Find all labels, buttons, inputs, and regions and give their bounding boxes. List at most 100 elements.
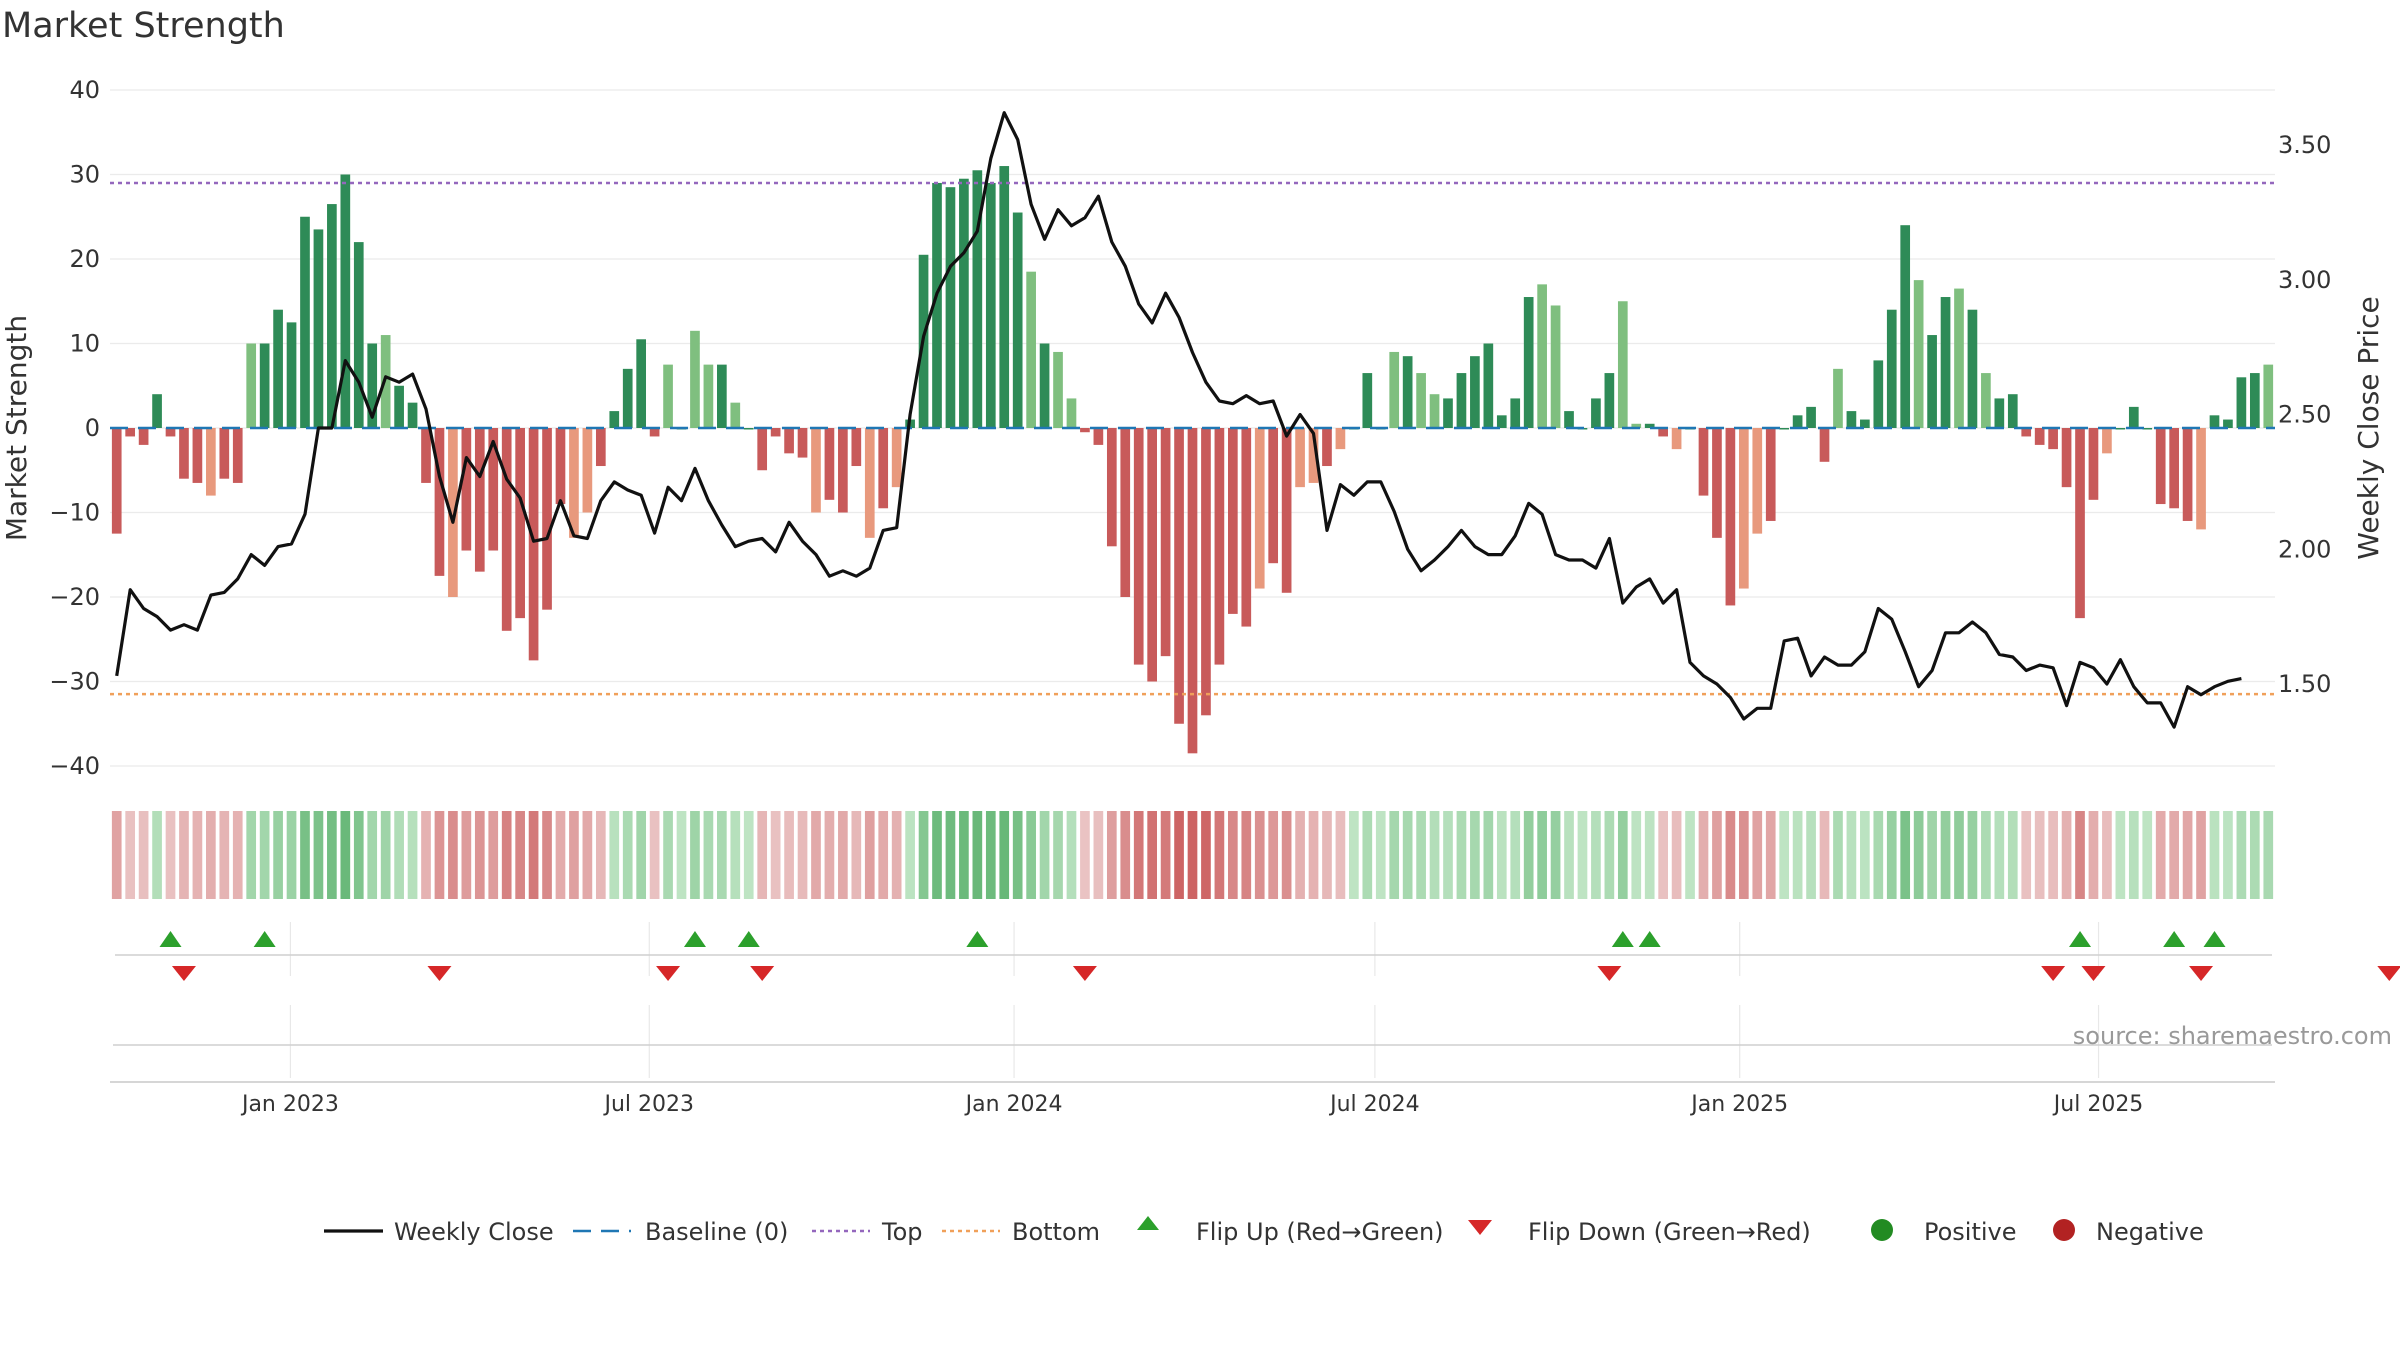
strength-bar [1268,428,1279,564]
left-tick-label: 0 [85,414,100,442]
strength-heat-cell [595,811,606,899]
strength-heat-cell [1375,811,1386,899]
strength-bar [1738,428,1749,589]
strength-bar [730,402,741,428]
strength-heat-cell [2007,811,2018,899]
strength-bar [1147,428,1157,682]
strength-heat-cell [1322,811,1332,899]
right-tick-label: 3.50 [2278,131,2331,159]
strength-heat-cell [905,811,915,899]
strength-bar [851,428,862,467]
legend-label: Bottom [1012,1218,1100,1246]
strength-bar [582,428,593,513]
strength-bar [2223,419,2233,428]
strength-heat-cell [972,811,983,899]
strength-heat-cell [1913,811,1924,899]
date-tick-label: Jul 2023 [603,1092,695,1117]
strength-bar [2021,428,2032,437]
strength-heat-cell [1712,811,1722,899]
strength-heat-cell [1160,811,1171,899]
strength-heat-cell [1900,811,1911,899]
legend-label: Flip Up (Red→Green) [1196,1218,1444,1246]
strength-heat-cell [918,811,929,899]
flip-down-marker [750,966,775,981]
strength-bar [797,428,808,458]
strength-heat-cell [2034,811,2045,899]
strength-heat-cell [1617,811,1628,899]
strength-bar [259,343,270,428]
strength-heat-cell [1147,811,1157,899]
strength-heat-cell [824,811,835,899]
strength-heat-cell [1792,811,1803,899]
strength-heat-cell [1550,811,1561,899]
strength-bar [891,428,902,488]
strength-heat-cell [1254,811,1265,899]
strength-heat-cell [2142,811,2153,899]
strength-heat-cell [1886,811,1897,899]
strength-bar [1093,428,1104,445]
flip-down-marker [2081,966,2106,981]
strength-bar [1954,288,1964,428]
strength-bar [1537,284,1547,428]
strength-heat-cell [1564,811,1574,899]
strength-bar [1940,297,1951,428]
strength-heat-cell [2182,811,2193,899]
right-tick-label: 3.00 [2278,266,2331,294]
strength-heat-cell [1981,811,1991,899]
strength-bar [1295,428,1305,488]
strength-heat-cell [1470,811,1480,899]
strength-bar [474,428,485,572]
flip-up-marker [966,931,989,947]
flip-up-marker [2163,931,2186,947]
legend-flip-up-swatch [1137,1216,1159,1230]
strength-bar [1631,423,1642,428]
strength-bar [501,428,512,631]
strength-bar [2169,428,2179,509]
strength-heat-cell [717,811,727,899]
strength-heat-cell [2249,811,2260,899]
strength-bar [515,428,525,619]
right-tick-label: 2.00 [2278,535,2331,563]
strength-bar [1873,360,1884,428]
strength-heat-cell [1039,811,1050,899]
strength-heat-cell [1066,811,1077,899]
strength-heat-cell [1201,811,1211,899]
flip-down-marker [656,966,681,981]
strength-bar [1053,351,1063,428]
strength-heat-cell [1752,811,1763,899]
strength-bar [838,428,848,513]
strength-bar [811,428,821,513]
strength-bar [1080,428,1090,433]
strength-bar [219,428,230,479]
strength-bar [1671,428,1682,450]
strength-heat-cell [676,811,687,899]
strength-bar [770,428,781,437]
flip-up-marker [253,931,276,947]
strength-bar [394,385,404,428]
strength-heat-cell [2061,811,2072,899]
strength-heat-cell [811,811,821,899]
source-label: source: sharemaestro.com [2073,1022,2392,1050]
strength-heat-cell [1496,811,1507,899]
strength-bar [1228,428,1238,614]
strength-bar [622,368,633,428]
date-tick-label: Jan 2023 [240,1092,339,1117]
strength-bar [273,309,283,428]
strength-bar [932,182,942,428]
strength-heat-cell [232,811,243,899]
strength-heat-cell [569,811,579,899]
strength-bar [2007,394,2018,428]
strength-heat-cell [1080,811,1090,899]
strength-heat-cell [959,811,969,899]
strength-bar [1026,271,1036,428]
flip-up-marker [737,931,760,947]
strength-heat-cell [300,811,310,899]
strength-heat-cell [1510,811,1521,899]
strength-bar [367,343,378,428]
strength-bar [1160,428,1171,657]
strength-heat-cell [327,811,337,899]
strength-bar [1752,428,1763,534]
strength-bar [1429,394,1440,428]
strength-heat-cell [1994,811,2005,899]
